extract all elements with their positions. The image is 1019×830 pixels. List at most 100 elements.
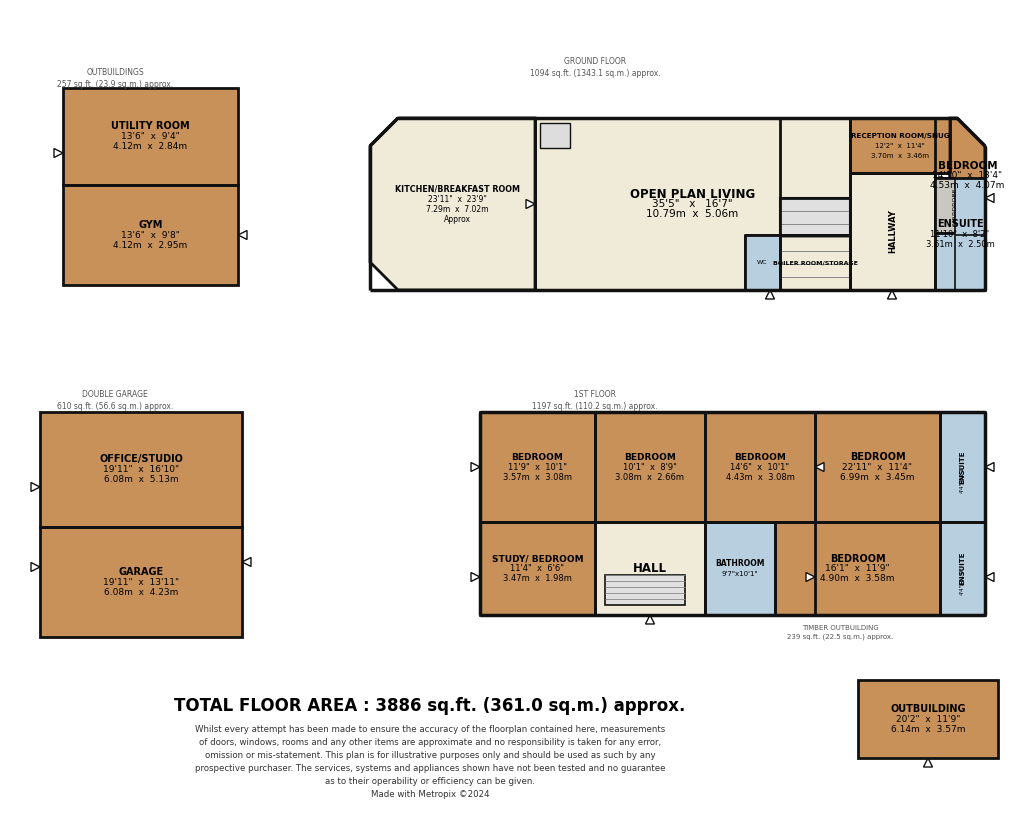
Text: 12'2"  x  11'4": 12'2" x 11'4": [874, 143, 924, 149]
Bar: [940, 522, 984, 615]
Bar: [704, 522, 774, 615]
Text: ENSUITE: ENSUITE: [935, 219, 982, 229]
Text: ENSUITE: ENSUITE: [959, 450, 965, 484]
Bar: [934, 178, 954, 233]
Text: omission or mis-statement. This plan is for illustrative purposes only and shoul: omission or mis-statement. This plan is …: [205, 751, 654, 760]
Text: OFFICE/STUDIO: OFFICE/STUDIO: [99, 454, 182, 464]
Text: of doors, windows, rooms and any other items are approximate and no responsibili: of doors, windows, rooms and any other i…: [199, 738, 660, 747]
Text: 6.08m  x  5.13m: 6.08m x 5.13m: [104, 475, 178, 484]
Polygon shape: [31, 482, 40, 491]
Text: as to their operability or efficiency can be given.: as to their operability or efficiency ca…: [325, 777, 535, 786]
Text: BEDROOM: BEDROOM: [849, 452, 905, 462]
Text: KITCHEN/BREAKFAST ROOM: KITCHEN/BREAKFAST ROOM: [394, 184, 520, 193]
Polygon shape: [526, 199, 535, 208]
Text: ENSUITE: ENSUITE: [959, 552, 965, 585]
Text: 6.14m  x  3.57m: 6.14m x 3.57m: [890, 725, 964, 734]
Polygon shape: [31, 563, 40, 572]
Bar: [535, 118, 849, 290]
Polygon shape: [805, 573, 814, 582]
Text: TOTAL FLOOR AREA : 3886 sq.ft. (361.0 sq.m.) approx.: TOTAL FLOOR AREA : 3886 sq.ft. (361.0 sq…: [174, 697, 685, 715]
Text: BATHROOM: BATHROOM: [714, 559, 764, 568]
Polygon shape: [645, 615, 654, 624]
Bar: [480, 412, 594, 522]
Text: 4.90m  x  3.58m: 4.90m x 3.58m: [819, 574, 894, 583]
Text: WC: WC: [756, 260, 767, 265]
Bar: [480, 522, 594, 615]
Text: 4.53m  x  4.07m: 4.53m x 4.07m: [929, 181, 1004, 190]
Text: 3.61m  x  2.50m: 3.61m x 2.50m: [924, 240, 994, 248]
Text: TIMBER OUTBUILDING
239 sq.ft. (22.5 sq.m.) approx.: TIMBER OUTBUILDING 239 sq.ft. (22.5 sq.m…: [786, 625, 893, 639]
Text: 10'1"  x  8'9": 10'1" x 8'9": [623, 462, 677, 471]
Text: DOUBLE GARAGE
610 sq.ft. (56.6 sq.m.) approx.: DOUBLE GARAGE 610 sq.ft. (56.6 sq.m.) ap…: [57, 390, 173, 411]
Text: HALL: HALL: [633, 562, 666, 575]
Text: BOILER ROOM/STORAGE: BOILER ROOM/STORAGE: [771, 260, 857, 265]
Text: 16'1"  x  11'9": 16'1" x 11'9": [824, 564, 889, 573]
Polygon shape: [887, 290, 896, 299]
Text: GYM: GYM: [139, 220, 162, 230]
Bar: [934, 178, 984, 290]
Text: WARDROBE: WARDROBE: [952, 188, 957, 224]
Text: 11'9"  x  10'1": 11'9" x 10'1": [507, 462, 567, 471]
Bar: [940, 412, 984, 522]
Text: OUTBUILDING: OUTBUILDING: [890, 704, 965, 714]
Polygon shape: [54, 149, 63, 158]
Text: 35'5"   x   16'7": 35'5" x 16'7": [651, 199, 732, 209]
Bar: [604, 575, 685, 605]
Polygon shape: [922, 758, 931, 767]
Text: 13'6"  x  9'8": 13'6" x 9'8": [121, 231, 179, 240]
Text: GROUND FLOOR
1094 sq.ft. (1343.1 sq.m.) approx.: GROUND FLOOR 1094 sq.ft. (1343.1 sq.m.) …: [529, 57, 659, 78]
Polygon shape: [984, 193, 994, 203]
Bar: [63, 185, 237, 285]
Text: Whilst every attempt has been made to ensure the accuracy of the floorplan conta: Whilst every attempt has been made to en…: [195, 725, 664, 734]
Text: 9'7"x10'1": 9'7"x10'1": [721, 570, 757, 577]
Polygon shape: [471, 462, 480, 471]
Text: Made with Metropix ©2024: Made with Metropix ©2024: [370, 790, 489, 799]
Text: OPEN PLAN LIVING: OPEN PLAN LIVING: [630, 188, 754, 201]
Bar: [954, 235, 984, 290]
Bar: [40, 527, 242, 637]
Bar: [774, 522, 940, 615]
Bar: [539, 123, 570, 148]
Text: UTILITY ROOM: UTILITY ROOM: [111, 121, 190, 131]
Polygon shape: [237, 231, 247, 240]
Text: prospective purchaser. The services, systems and appliances shown have not been : prospective purchaser. The services, sys…: [195, 764, 664, 773]
Text: 1ST FLOOR
1197 sq.ft. (110.2 sq.m.) approx.: 1ST FLOOR 1197 sq.ft. (110.2 sq.m.) appr…: [532, 390, 657, 411]
Bar: [594, 522, 704, 615]
Polygon shape: [984, 573, 994, 582]
Text: BEDROOM: BEDROOM: [624, 452, 676, 461]
Text: 3.57m  x  3.08m: 3.57m x 3.08m: [502, 472, 572, 481]
Polygon shape: [242, 558, 251, 567]
Text: 6.08m  x  4.23m: 6.08m x 4.23m: [104, 588, 178, 597]
Text: 4'4"x11'9": 4'4"x11'9": [959, 566, 964, 595]
Text: 4.43m  x  3.08m: 4.43m x 3.08m: [725, 472, 794, 481]
Bar: [849, 173, 934, 290]
Bar: [780, 235, 849, 290]
Text: 23'11"  x  23'9": 23'11" x 23'9": [428, 194, 486, 203]
Text: STUDY/ BEDROOM: STUDY/ BEDROOM: [491, 554, 583, 563]
Text: HALLWAY: HALLWAY: [888, 209, 896, 253]
Bar: [780, 198, 849, 290]
Text: OUTBUILDINGS
257 sq.ft. (23.9 sq.m.) approx.: OUTBUILDINGS 257 sq.ft. (23.9 sq.m.) app…: [57, 68, 173, 89]
Bar: [594, 412, 704, 522]
Text: BEDROOM: BEDROOM: [512, 452, 562, 461]
Text: BEDROOM: BEDROOM: [734, 452, 786, 461]
Text: 3.70m  x  3.46m: 3.70m x 3.46m: [870, 153, 928, 159]
Text: 19'11"  x  16'10": 19'11" x 16'10": [103, 465, 179, 473]
Polygon shape: [471, 573, 480, 582]
Bar: [744, 235, 780, 290]
Polygon shape: [949, 118, 984, 233]
Text: 20'2"  x  11'9": 20'2" x 11'9": [895, 715, 959, 724]
Polygon shape: [764, 290, 773, 299]
Text: 14'6"  x  10'1": 14'6" x 10'1": [730, 462, 789, 471]
Text: 3.47m  x  1.98m: 3.47m x 1.98m: [502, 574, 572, 583]
Text: 3.08m  x  2.66m: 3.08m x 2.66m: [614, 472, 684, 481]
Bar: [40, 412, 242, 527]
Text: RECEPTION ROOM/SNUG: RECEPTION ROOM/SNUG: [850, 133, 949, 139]
Text: BEDROOM: BEDROOM: [936, 160, 997, 170]
Text: 22'11"  x  11'4": 22'11" x 11'4": [842, 462, 912, 471]
Polygon shape: [984, 462, 994, 471]
Text: Approx: Approx: [443, 214, 471, 223]
Bar: [704, 412, 814, 522]
Polygon shape: [814, 462, 823, 471]
Text: 11'4"  x  6'6": 11'4" x 6'6": [510, 564, 564, 573]
